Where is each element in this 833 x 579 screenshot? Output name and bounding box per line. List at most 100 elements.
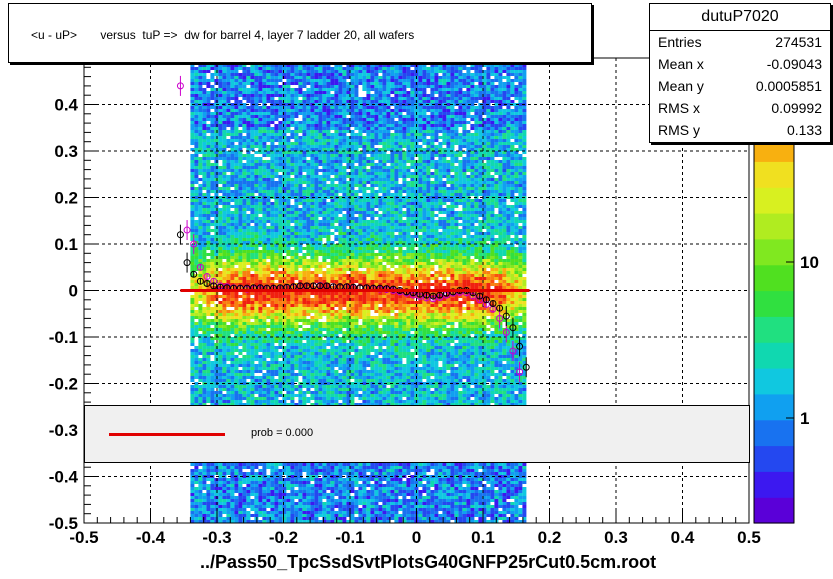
heatmap-cell <box>302 259 307 262</box>
heatmap-cell <box>314 274 319 277</box>
heatmap-cell <box>250 340 255 343</box>
heatmap-cell <box>202 268 207 271</box>
heatmap-cell <box>206 91 211 94</box>
heatmap-cell <box>278 211 283 214</box>
heatmap-cell <box>306 142 311 145</box>
heatmap-cell <box>218 127 223 130</box>
heatmap-cell <box>238 214 243 217</box>
heatmap-cell <box>238 226 243 229</box>
heatmap-cell <box>314 481 319 484</box>
heatmap-cell <box>266 493 271 496</box>
heatmap-cell <box>314 76 319 79</box>
heatmap-cell <box>222 496 227 499</box>
heatmap-cell <box>214 208 219 211</box>
heatmap-cell <box>226 253 231 256</box>
heatmap-cell <box>202 100 207 103</box>
heatmap-cell <box>290 487 295 490</box>
heatmap-cell <box>282 316 287 319</box>
heatmap-cell <box>294 82 299 85</box>
heatmap-cell <box>226 481 231 484</box>
heatmap-cell <box>306 115 311 118</box>
heatmap-cell <box>222 397 227 400</box>
heatmap-cell <box>214 472 219 475</box>
heatmap-cell <box>262 397 267 400</box>
heatmap-cell <box>270 349 275 352</box>
heatmap-cell <box>214 223 219 226</box>
heatmap-cell <box>222 361 227 364</box>
heatmap-cell <box>250 169 255 172</box>
heatmap-cell <box>214 361 219 364</box>
heatmap-cell <box>238 88 243 91</box>
heatmap-cell <box>242 367 247 370</box>
heatmap-cell <box>246 280 251 283</box>
heatmap-cell <box>310 370 315 373</box>
heatmap-cell <box>218 166 223 169</box>
heatmap-cell <box>230 346 235 349</box>
heatmap-cell <box>322 253 327 256</box>
heatmap-cell <box>258 118 263 121</box>
heatmap-cell <box>222 76 227 79</box>
heatmap-cell <box>290 229 295 232</box>
heatmap-cell <box>202 403 207 406</box>
heatmap-cell <box>306 352 311 355</box>
heatmap-cell <box>306 520 311 523</box>
heatmap-cell <box>230 361 235 364</box>
heatmap-cell <box>246 286 251 289</box>
heatmap-cell <box>274 70 279 73</box>
heatmap-cell <box>246 331 251 334</box>
heatmap-cell <box>194 229 199 232</box>
heatmap-cell <box>282 394 287 397</box>
heatmap-cell <box>198 214 203 217</box>
heatmap-cell <box>290 475 295 478</box>
heatmap-cell <box>282 172 287 175</box>
heatmap-cell <box>306 487 311 490</box>
heatmap-cell <box>310 487 315 490</box>
heatmap-cell <box>274 253 279 256</box>
heatmap-cell <box>202 397 207 400</box>
heatmap-cell <box>214 319 219 322</box>
heatmap-cell <box>190 202 195 205</box>
heatmap-cell <box>206 292 211 295</box>
heatmap-cell <box>242 496 247 499</box>
heatmap-cell <box>246 487 251 490</box>
heatmap-cell <box>198 109 203 112</box>
heatmap-cell <box>214 355 219 358</box>
heatmap-cell <box>266 346 271 349</box>
heatmap-cell <box>314 268 319 271</box>
heatmap-cell <box>254 313 259 316</box>
heatmap-cell <box>318 280 323 283</box>
heatmap-cell <box>234 403 239 406</box>
heatmap-cell <box>254 400 259 403</box>
heatmap-cell <box>286 385 291 388</box>
heatmap-cell <box>250 490 255 493</box>
heatmap-cell <box>246 343 251 346</box>
heatmap-cell <box>322 385 327 388</box>
heatmap-cell <box>238 109 243 112</box>
heatmap-cell <box>326 94 331 97</box>
heatmap-cell <box>234 70 239 73</box>
heatmap-cell <box>310 358 315 361</box>
heatmap-cell <box>254 127 259 130</box>
heatmap-cell <box>242 337 247 340</box>
heatmap-cell <box>286 235 291 238</box>
heatmap-cell <box>210 286 215 289</box>
heatmap-cell <box>246 76 251 79</box>
heatmap-cell <box>266 502 271 505</box>
heatmap-cell <box>322 121 327 124</box>
heatmap-cell <box>206 286 211 289</box>
heatmap-cell <box>238 262 243 265</box>
heatmap-cell <box>194 220 199 223</box>
heatmap-cell <box>298 199 303 202</box>
heatmap-cell <box>206 235 211 238</box>
heatmap-cell <box>310 463 315 466</box>
heatmap-cell <box>322 145 327 148</box>
heatmap-cell <box>290 91 295 94</box>
heatmap-cell <box>278 88 283 91</box>
heatmap-cell <box>306 361 311 364</box>
heatmap-cell <box>198 325 203 328</box>
heatmap-cell <box>270 514 275 517</box>
heatmap-cell <box>290 394 295 397</box>
heatmap-cell <box>310 181 315 184</box>
heatmap-cell <box>250 217 255 220</box>
heatmap-cell <box>274 322 279 325</box>
